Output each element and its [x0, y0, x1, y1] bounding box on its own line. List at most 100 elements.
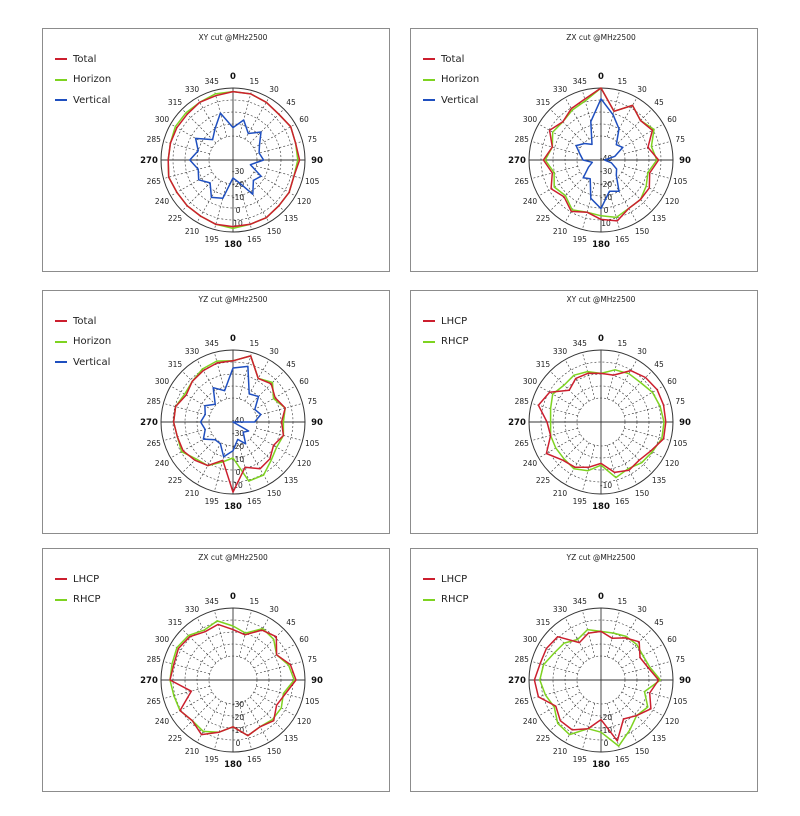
legend-swatch	[55, 578, 67, 581]
angle-tick-label: 60	[299, 115, 309, 124]
spoke-line	[531, 427, 578, 441]
legend-label: Horizon	[73, 74, 112, 86]
angle-tick-label: 45	[286, 360, 296, 369]
spoke-line	[163, 141, 210, 155]
spoke-line	[256, 661, 303, 675]
angle-tick-label: 330	[553, 605, 568, 614]
angle-tick-label: 240	[155, 717, 170, 726]
spoke-line	[170, 171, 213, 197]
spoke-line	[238, 352, 252, 399]
angle-tick-label: 300	[523, 635, 538, 644]
angle-tick-label: 75	[307, 655, 317, 664]
angle-tick-label: 225	[168, 214, 183, 223]
series-line-lhcp	[533, 630, 660, 742]
legend-item: Horizon	[55, 332, 111, 353]
radial-tick-label: -30	[600, 167, 612, 176]
legend-item: Total	[423, 49, 479, 70]
angle-tick-label: 30	[269, 605, 279, 614]
angle-tick-label: 270	[140, 676, 158, 686]
angle-tick-label: 270	[140, 156, 158, 166]
spoke-line	[244, 180, 270, 223]
chart-panel-2: ZX cut @MHz2500 0 15 30 45 60 75 90 105 120 135 150…	[410, 28, 758, 272]
series-line-rhcp	[549, 369, 665, 479]
spoke-line	[238, 183, 252, 230]
angle-tick-label: 60	[667, 115, 677, 124]
angle-tick-label: 265	[147, 177, 162, 186]
angle-tick-label: 240	[523, 717, 538, 726]
legend-item: Total	[55, 311, 111, 332]
spoke-line	[249, 628, 285, 664]
legend-label: RHCP	[73, 594, 101, 606]
spoke-line	[621, 385, 664, 411]
legend-label: Vertical	[441, 94, 479, 106]
angle-tick-label: 330	[185, 347, 200, 356]
angle-tick-label: 150	[267, 747, 282, 756]
spoke-line	[606, 90, 620, 137]
angle-tick-label: 240	[155, 197, 170, 206]
series-line-vertical	[199, 365, 262, 458]
legend-swatch	[423, 578, 435, 581]
angle-tick-label: 210	[185, 227, 200, 236]
spoke-line	[621, 433, 664, 459]
angle-tick-label: 150	[635, 227, 650, 236]
angle-tick-label: 225	[168, 734, 183, 743]
angle-tick-label: 120	[297, 459, 312, 468]
spoke-line	[170, 643, 213, 669]
chart-panel-3: YZ cut @MHz2500 0 15 30 45 60 75 90 105 120 135 150…	[42, 290, 390, 534]
angle-tick-label: 30	[269, 85, 279, 94]
angle-tick-label: 315	[168, 618, 183, 627]
legend-swatch	[55, 320, 67, 323]
legend-swatch	[55, 58, 67, 61]
chart-title: XY cut @MHz2500	[199, 33, 268, 42]
legend-item: Vertical	[55, 352, 111, 373]
angle-tick-label: 180	[592, 240, 610, 250]
angle-tick-label: 150	[267, 227, 282, 236]
angle-tick-label: 165	[247, 497, 262, 506]
angle-tick-label: 285	[515, 655, 530, 664]
series-line-total	[542, 87, 660, 222]
legend-swatch	[55, 78, 67, 81]
angle-tick-label: 210	[553, 227, 568, 236]
spoke-line	[196, 617, 222, 660]
angle-tick-label: 285	[515, 135, 530, 144]
legend-label: Total	[441, 53, 465, 65]
radial-tick-label: 10	[233, 481, 243, 490]
angle-tick-label: 45	[654, 360, 664, 369]
angle-tick-label: 75	[307, 135, 317, 144]
legend-item: Vertical	[423, 90, 479, 111]
angle-tick-label: 165	[615, 235, 630, 244]
series-line-horizon	[544, 87, 658, 219]
spoke-line	[244, 700, 270, 743]
angle-tick-label: 165	[247, 755, 262, 764]
spoke-line	[549, 176, 585, 212]
legend-swatch	[423, 78, 435, 81]
angle-tick-label: 90	[679, 418, 691, 428]
angle-tick-label: 315	[536, 98, 551, 107]
angle-tick-label: 330	[553, 347, 568, 356]
angle-tick-label: 180	[224, 240, 242, 250]
angle-tick-label: 15	[617, 597, 627, 606]
angle-tick-label: 120	[297, 717, 312, 726]
spoke-line	[170, 385, 213, 411]
legend-label: LHCP	[73, 573, 100, 585]
angle-tick-label: 345	[205, 339, 220, 348]
angle-tick-label: 90	[311, 418, 323, 428]
spoke-line	[196, 180, 222, 223]
angle-tick-label: 195	[573, 235, 588, 244]
spoke-line	[538, 123, 581, 149]
angle-tick-label: 210	[185, 489, 200, 498]
angle-tick-label: 75	[307, 397, 317, 406]
spoke-line	[617, 438, 653, 474]
spoke-line	[163, 661, 210, 675]
legend-label: Horizon	[73, 336, 112, 348]
legend-swatch	[423, 320, 435, 323]
angle-tick-label: 195	[205, 497, 220, 506]
angle-tick-label: 270	[508, 676, 526, 686]
legend-swatch	[423, 99, 435, 102]
legend-item: LHCP	[55, 569, 100, 590]
angle-tick-label: 15	[249, 597, 259, 606]
angle-tick-label: 60	[299, 635, 309, 644]
angle-tick-label: 150	[267, 489, 282, 498]
angle-tick-label: 45	[654, 618, 664, 627]
